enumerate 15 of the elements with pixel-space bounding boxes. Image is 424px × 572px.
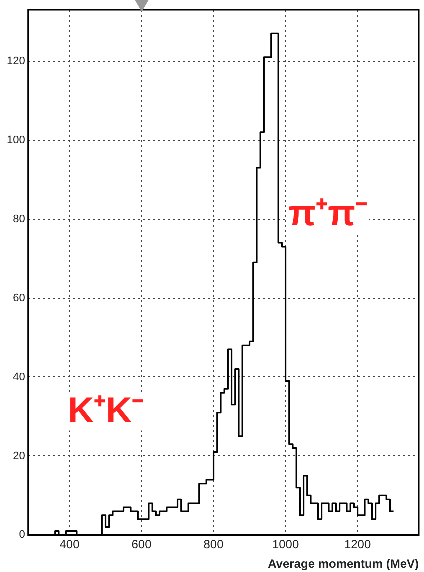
x-tick-label: 1200 [344, 538, 372, 552]
annotation: K⁺K⁻ [68, 390, 144, 431]
x-tick-label: 600 [132, 538, 152, 552]
y-tick-label: 20 [13, 450, 26, 462]
y-tick-label: 120 [6, 55, 26, 68]
y-tick-label: 0 [19, 529, 26, 542]
y-tick-label: 60 [13, 292, 26, 304]
y-tick-label: 40 [13, 371, 26, 384]
x-tick-label: 800 [204, 538, 224, 552]
x-axis-title: Average momentum (MeV) [268, 557, 419, 572]
annotation: π⁺π⁻ [288, 192, 368, 234]
y-tick-label: 80 [13, 213, 26, 226]
x-tick-label: 1000 [272, 538, 300, 552]
y-tick-label: 100 [6, 134, 26, 146]
x-tick-label: 400 [60, 538, 80, 552]
